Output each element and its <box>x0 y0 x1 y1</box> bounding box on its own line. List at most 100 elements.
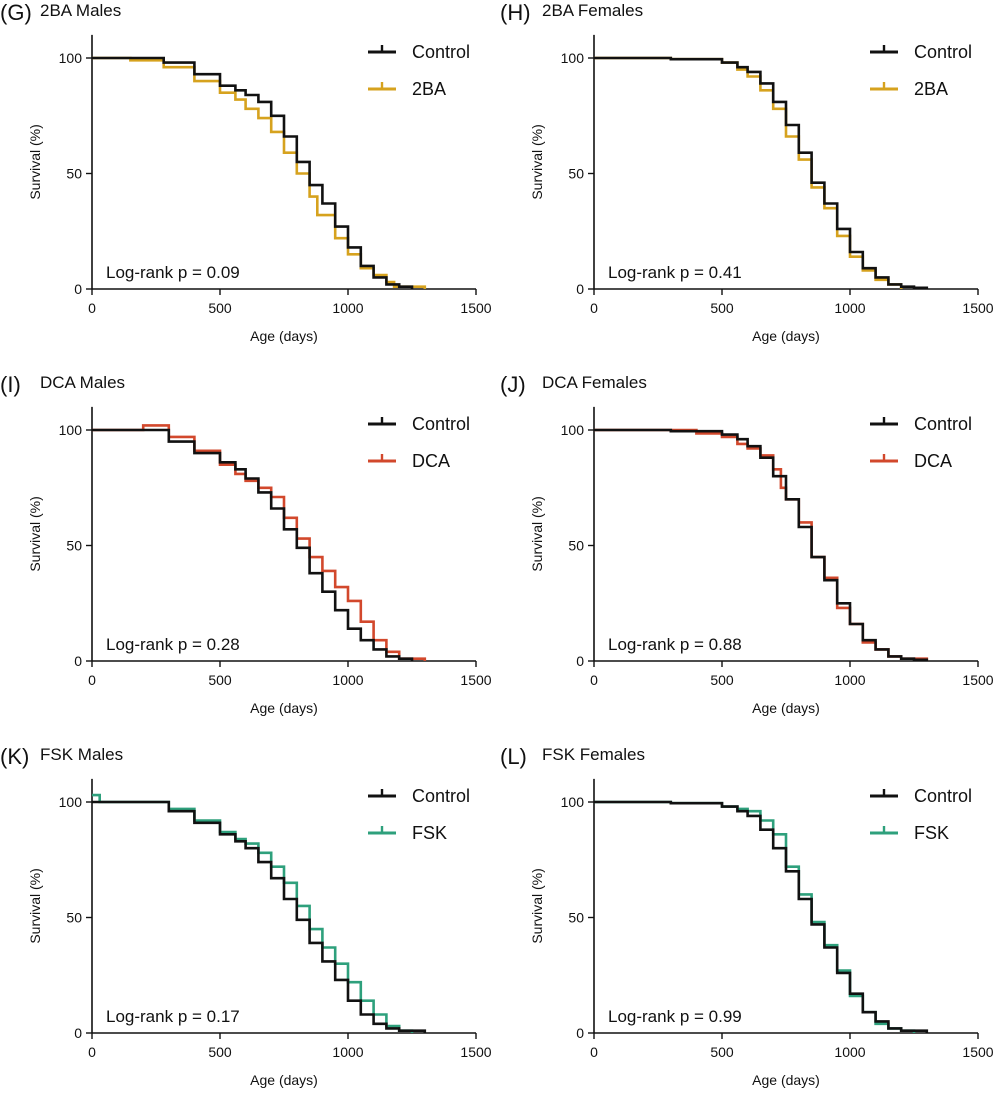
panel-dca-males: (I) DCA Males 0 500 1000 1500 0 50 100 Age (day… <box>0 372 500 738</box>
x-tick-label: 1500 <box>460 672 491 688</box>
x-tick-label: 1000 <box>834 300 865 316</box>
legend-label: FSK <box>412 823 447 843</box>
x-tick-label: 0 <box>590 672 598 688</box>
series-line-fsk <box>594 800 916 1033</box>
series-line-fsk <box>92 793 414 1033</box>
y-tick-label: 0 <box>576 281 584 297</box>
panel-letter: (J) <box>500 372 526 397</box>
panel-2ba-females: (H) 2BA Females 0 500 1000 1500 0 50 100 Age (d… <box>500 0 1000 366</box>
series-line-2ba <box>594 56 903 289</box>
x-tick-label: 0 <box>88 1044 96 1060</box>
log-rank-annotation: Log-rank p = 0.09 <box>106 263 240 282</box>
y-tick-label: 100 <box>59 422 83 438</box>
panel-letter: (K) <box>0 744 30 769</box>
survival-chart: 0 500 1000 1500 0 50 100 Age (days) Survival (%)… <box>27 406 492 716</box>
log-rank-annotation: Log-rank p = 0.88 <box>608 635 742 654</box>
panel-title: FSK Males <box>40 745 124 764</box>
y-tick-label: 50 <box>568 166 584 182</box>
panel-letter: (H) <box>500 0 531 25</box>
y-tick-label: 100 <box>561 50 585 66</box>
y-axis-label: Survival (%) <box>529 496 545 571</box>
panel-fsk-females: (L) FSK Females 0 500 1000 1500 0 50 100 Age (d… <box>500 744 1000 1110</box>
y-axis-label: Survival (%) <box>27 124 43 199</box>
y-tick-label: 0 <box>576 653 584 669</box>
y-tick-label: 0 <box>74 1025 82 1041</box>
x-tick-label: 1500 <box>460 1044 491 1060</box>
legend-label: Control <box>412 42 470 62</box>
legend-label: FSK <box>914 823 949 843</box>
legend-label: Control <box>412 786 470 806</box>
x-tick-label: 0 <box>590 300 598 316</box>
y-axis-label: Survival (%) <box>529 124 545 199</box>
y-tick-label: 50 <box>66 538 82 554</box>
series-line-control <box>594 56 929 290</box>
panel-title: DCA Males <box>40 373 126 392</box>
y-tick-label: 50 <box>66 910 82 926</box>
series-line-2ba <box>92 56 427 289</box>
legend-label: 2BA <box>412 79 446 99</box>
panel-letter: (L) <box>500 744 527 769</box>
x-tick-label: 500 <box>208 300 232 316</box>
legend-label: Control <box>914 786 972 806</box>
x-axis-label: Age (days) <box>752 328 820 344</box>
x-tick-label: 500 <box>710 672 734 688</box>
y-tick-label: 100 <box>561 794 585 810</box>
x-tick-label: 0 <box>590 1044 598 1060</box>
x-tick-label: 1000 <box>332 672 363 688</box>
legend-label: 2BA <box>914 79 948 99</box>
y-axis-label: Survival (%) <box>27 496 43 571</box>
legend-label: DCA <box>914 451 952 471</box>
y-axis-label: Survival (%) <box>27 868 43 943</box>
series-line-dca <box>594 428 929 661</box>
x-tick-label: 500 <box>208 1044 232 1060</box>
panel-letter: (I) <box>0 372 21 397</box>
x-tick-label: 500 <box>710 300 734 316</box>
log-rank-annotation: Log-rank p = 0.17 <box>106 1007 240 1026</box>
series-line-control <box>92 428 414 661</box>
series-line-control <box>92 56 414 289</box>
y-tick-label: 50 <box>66 166 82 182</box>
x-axis-label: Age (days) <box>752 700 820 716</box>
series-line-control <box>594 800 929 1033</box>
log-rank-annotation: Log-rank p = 0.28 <box>106 635 240 654</box>
survival-chart: 0 500 1000 1500 0 50 100 Age (days) Survival (%)… <box>27 34 492 344</box>
x-axis-label: Age (days) <box>250 328 318 344</box>
panel-letter: (G) <box>0 0 32 25</box>
x-tick-label: 1500 <box>962 300 993 316</box>
x-tick-label: 1500 <box>962 672 993 688</box>
y-tick-label: 0 <box>576 1025 584 1041</box>
y-tick-label: 100 <box>59 50 83 66</box>
y-axis-label: Survival (%) <box>529 868 545 943</box>
panel-title: 2BA Females <box>542 1 644 20</box>
panel-2ba-males: (G) 2BA Males 0 500 1000 1500 0 50 100 Age (day… <box>0 0 500 366</box>
series-line-dca <box>92 424 427 661</box>
y-tick-label: 0 <box>74 653 82 669</box>
x-tick-label: 1000 <box>332 300 363 316</box>
y-tick-label: 50 <box>568 538 584 554</box>
panel-fsk-males: (K) FSK Males 0 500 1000 1500 0 50 100 Age (day… <box>0 744 500 1110</box>
x-tick-label: 1500 <box>460 300 491 316</box>
panel-title: DCA Females <box>542 373 647 392</box>
x-tick-label: 1000 <box>332 1044 363 1060</box>
legend-label: Control <box>412 414 470 434</box>
legend-label: Control <box>914 42 972 62</box>
series-line-control <box>594 428 929 662</box>
survival-chart: 0 500 1000 1500 0 50 100 Age (days) Survival (%)… <box>27 778 492 1088</box>
x-tick-label: 1500 <box>962 1044 993 1060</box>
legend-label: Control <box>914 414 972 434</box>
x-axis-label: Age (days) <box>752 1072 820 1088</box>
y-tick-label: 100 <box>561 422 585 438</box>
x-axis-label: Age (days) <box>250 1072 318 1088</box>
y-tick-label: 0 <box>74 281 82 297</box>
x-axis-label: Age (days) <box>250 700 318 716</box>
survival-chart: 0 500 1000 1500 0 50 100 Age (days) Survival (%)… <box>529 406 994 716</box>
survival-chart: 0 500 1000 1500 0 50 100 Age (days) Survival (%)… <box>529 778 994 1088</box>
x-tick-label: 500 <box>208 672 232 688</box>
x-tick-label: 500 <box>710 1044 734 1060</box>
series-line-control <box>92 800 427 1033</box>
legend-label: DCA <box>412 451 450 471</box>
x-tick-label: 0 <box>88 672 96 688</box>
y-tick-label: 50 <box>568 910 584 926</box>
panel-dca-females: (J) DCA Females 0 500 1000 1500 0 50 100 Age (d… <box>500 372 1000 738</box>
x-tick-label: 1000 <box>834 1044 865 1060</box>
